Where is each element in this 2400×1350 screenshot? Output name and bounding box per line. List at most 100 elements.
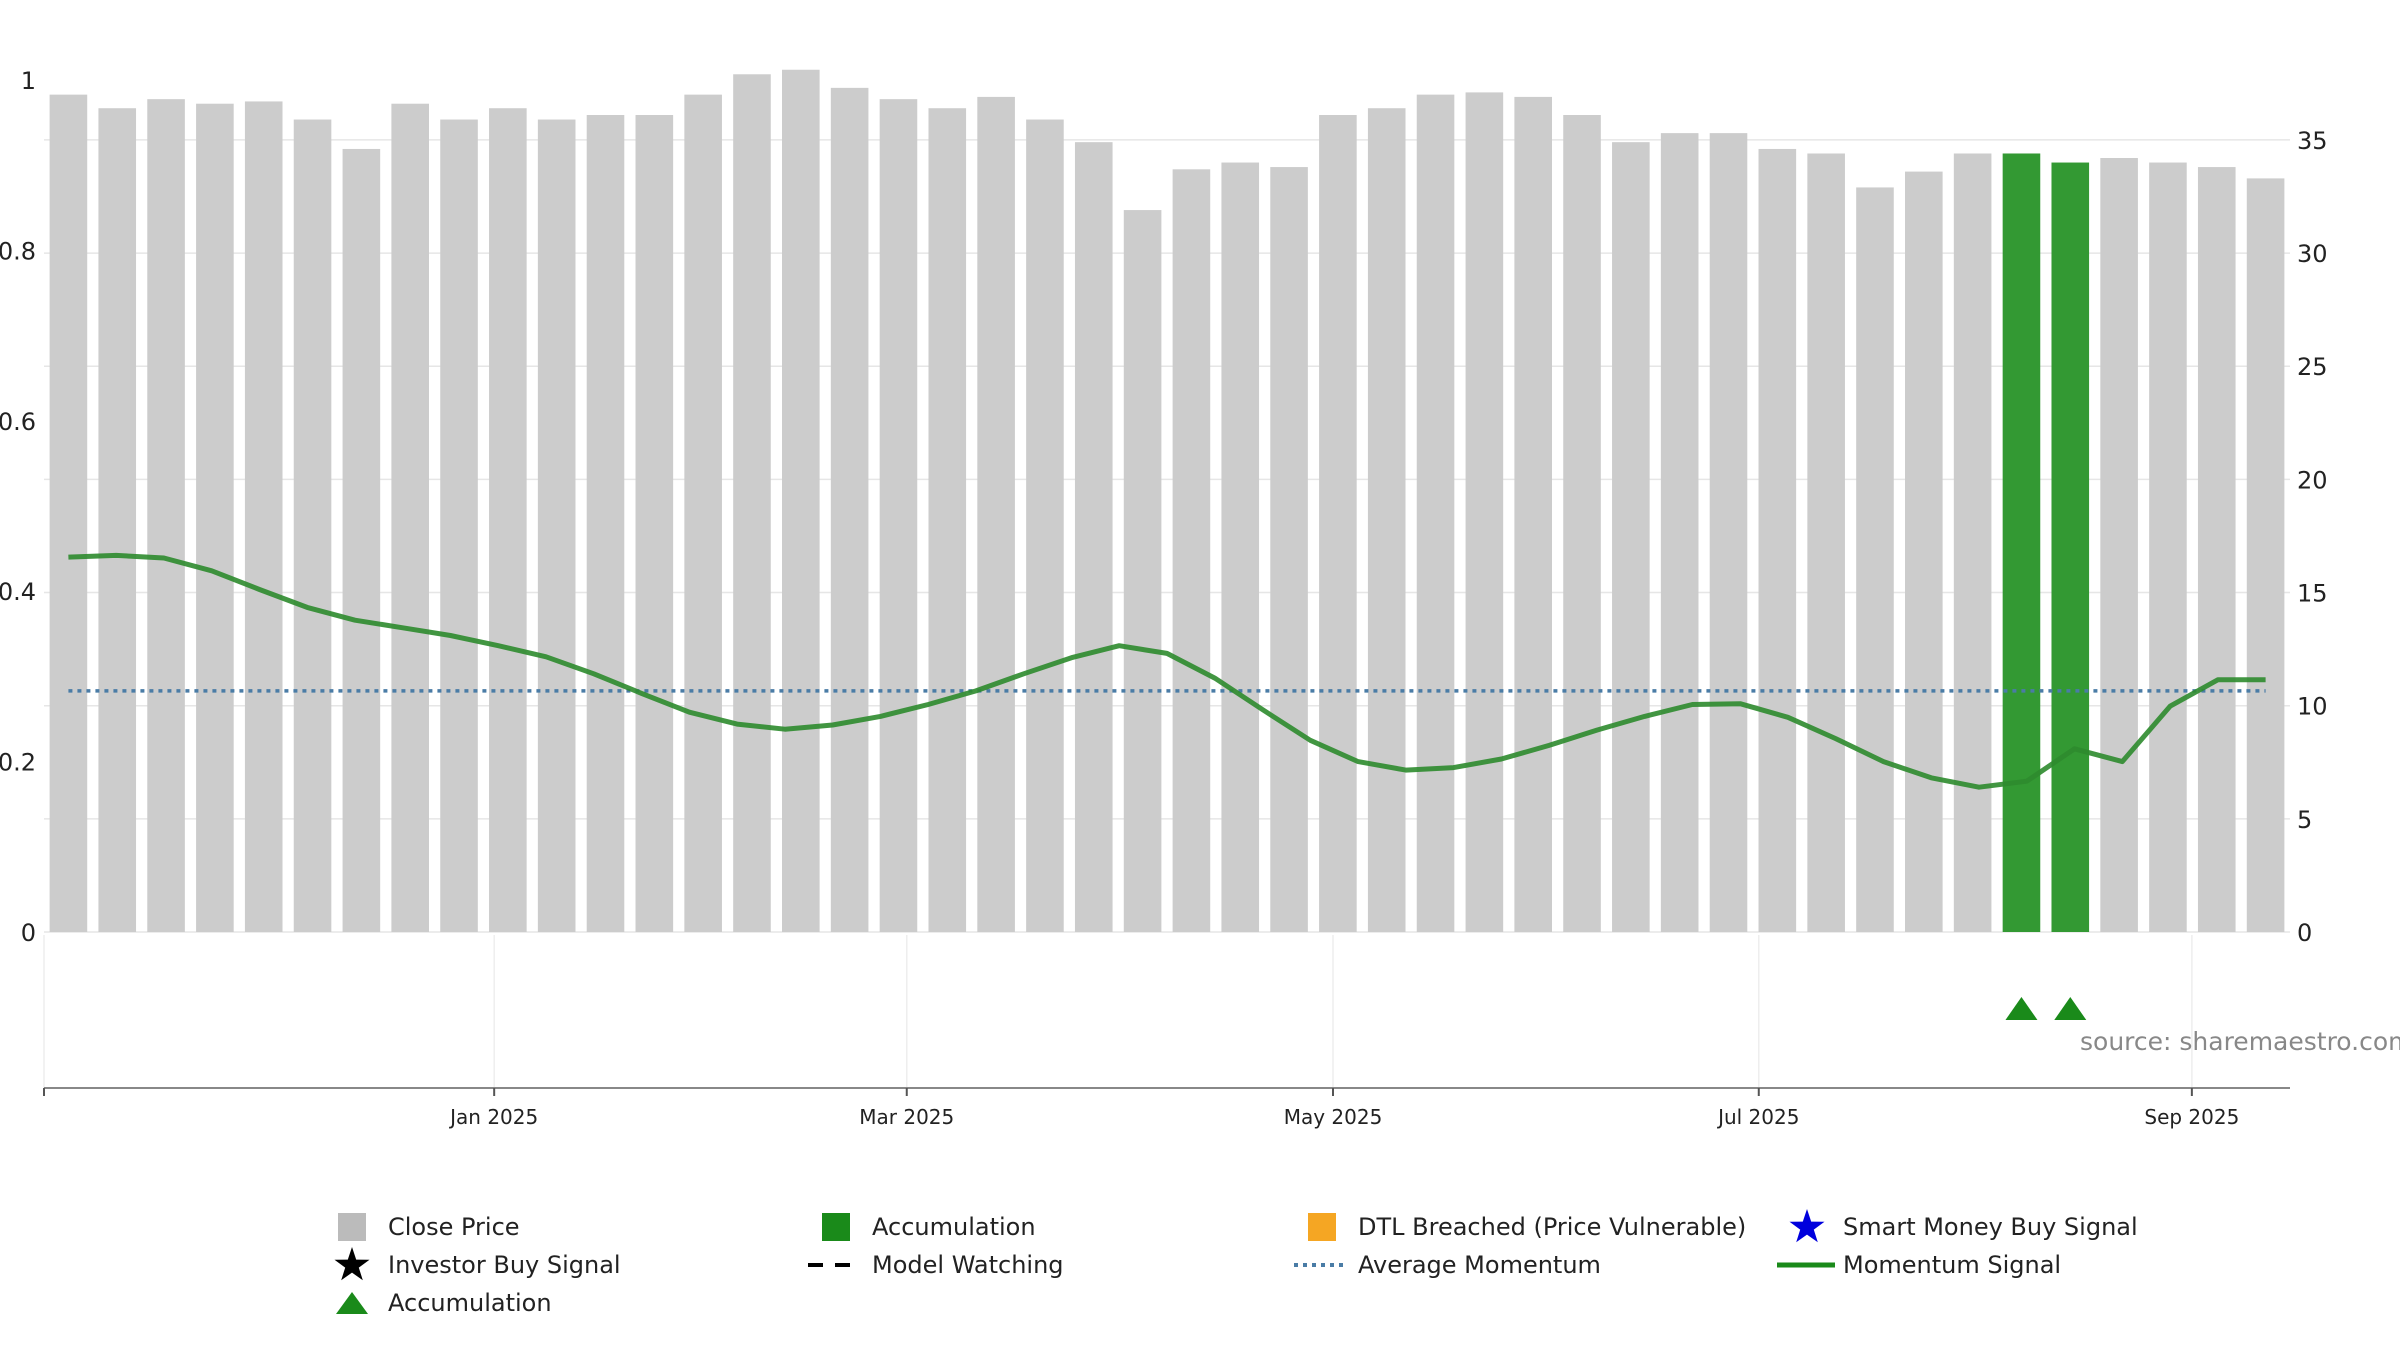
legend-green-square-icon (804, 1208, 864, 1246)
close-price-bar (293, 119, 332, 932)
momentum-layer (68, 552, 2266, 790)
close-price-bar (1221, 162, 1260, 933)
accumulation-bar (2002, 153, 2041, 933)
x-tick-label: Mar 2025 (859, 1105, 954, 1129)
close-price-bar (928, 108, 967, 932)
close-price-bar (537, 119, 576, 932)
close-price-bar (1953, 153, 1992, 933)
legend-label: Accumulation (388, 1289, 552, 1317)
close-price-bar (147, 99, 185, 933)
close-price-bar (1807, 153, 1845, 933)
close-price-bar (1319, 115, 1357, 933)
close-price-bar (196, 103, 234, 933)
right-tick-label: 25 (2297, 353, 2328, 381)
close-price-bar (2197, 167, 2236, 933)
legend-orange-square-icon (1290, 1208, 1350, 1246)
legend-row-3: Accumulation (320, 1284, 2220, 1322)
close-price-bar (1416, 94, 1455, 933)
legend-blue-star-icon (1775, 1208, 1835, 1246)
left-tick-label: 0.8 (0, 237, 36, 265)
close-price-bar (830, 87, 869, 933)
legend-label: Close Price (388, 1213, 520, 1241)
legend-black-star-icon (320, 1246, 380, 1284)
close-price-bar (1758, 148, 1797, 933)
close-price-bar (391, 103, 429, 933)
legend-green-triangle-icon (320, 1284, 380, 1322)
close-price-bar (977, 96, 1015, 933)
left-tick-label: 0.6 (0, 408, 36, 436)
x-tick-label: Sep 2025 (2144, 1105, 2239, 1129)
close-price-bar (1856, 187, 1894, 932)
close-price-bar (342, 148, 381, 933)
left-tick-label: 0.4 (0, 578, 36, 606)
right-tick-label: 5 (2297, 806, 2312, 834)
close-price-bar (1367, 108, 1406, 932)
legend-label: Momentum Signal (1843, 1251, 2062, 1279)
legend-label: Investor Buy Signal (388, 1251, 621, 1279)
legend-label: Accumulation (872, 1213, 1036, 1241)
accumulation-markers (2005, 997, 2087, 1020)
close-price-bar (244, 101, 283, 933)
legend-momentum-signal: Momentum Signal (1775, 1246, 2061, 1284)
close-price-bar (879, 99, 918, 933)
close-price-bar (1660, 133, 1699, 932)
legend-label: DTL Breached (Price Vulnerable) (1358, 1213, 1747, 1241)
close-price-bar (1905, 171, 1943, 933)
legend-solid-line-icon (1775, 1246, 1835, 1284)
close-price-bar (1026, 119, 1064, 932)
legend-dashed-line-icon (804, 1246, 864, 1284)
left-tick-label: 0 (21, 919, 36, 947)
close-price-bar (49, 94, 88, 933)
close-price-bar (1465, 92, 1504, 933)
left-tick-label: 1 (21, 67, 36, 95)
accumulation-marker-icon (2054, 997, 2087, 1020)
legend-dtl-breached: DTL Breached (Price Vulnerable) (1290, 1208, 1746, 1246)
close-price-bar (635, 115, 674, 933)
close-price-bar (489, 108, 527, 932)
close-price-bar (1612, 142, 1650, 932)
close-price-bar (1074, 142, 1113, 932)
axes: Jan 2025 Mar 2025 May 2025 Jul 2025 Sep 2025… (0, 67, 2328, 1129)
x-tick-label: May 2025 (1284, 1105, 1383, 1129)
close-price-bar (782, 69, 820, 932)
legend-dotted-line-icon (1290, 1246, 1350, 1284)
legend-row-2: Investor Buy Signal Model Watching Avera… (320, 1246, 2220, 1284)
legend-model-watching: Model Watching (804, 1246, 1064, 1284)
legend: Close Price Accumulation DTL Breached (P… (320, 1208, 2220, 1322)
close-price-bar (98, 108, 137, 932)
right-tick-label: 35 (2297, 127, 2328, 155)
price-bars (49, 69, 2285, 933)
legend-accumulation-marker: Accumulation (320, 1284, 552, 1322)
right-tick-label: 0 (2297, 919, 2312, 947)
close-price-bar (1123, 210, 1162, 933)
close-price-bar (2149, 162, 2187, 933)
legend-smart-money: Smart Money Buy Signal (1775, 1208, 2138, 1246)
close-price-bar (1270, 167, 1308, 933)
gridlines (43, 139, 2290, 1088)
legend-label: Model Watching (872, 1251, 1064, 1279)
momentum-signal-line (68, 552, 2266, 790)
close-price-bar (586, 115, 625, 933)
right-tick-label: 30 (2297, 240, 2328, 268)
chart: Jan 2025 Mar 2025 May 2025 Jul 2025 Sep 2025… (0, 67, 2400, 1129)
legend-average-momentum: Average Momentum (1290, 1246, 1601, 1284)
left-tick-label: 0.2 (0, 749, 36, 777)
close-price-bar (1709, 133, 1748, 932)
accumulation-bar (2051, 162, 2090, 933)
close-price-bar (1172, 169, 1211, 932)
x-tick-label: Jan 2025 (448, 1105, 538, 1129)
close-price-bar (2246, 178, 2285, 932)
right-tick-label: 10 (2297, 693, 2328, 721)
close-price-bar (1563, 115, 1601, 933)
close-price-bar (733, 74, 771, 932)
accumulation-marker-icon (2005, 997, 2038, 1020)
close-price-bar (684, 94, 722, 933)
close-price-bar (440, 119, 478, 932)
close-price-bar (2100, 158, 2138, 933)
legend-row-1: Close Price Accumulation DTL Breached (P… (320, 1208, 2220, 1246)
legend-gray-square-icon (320, 1208, 380, 1246)
legend-label: Smart Money Buy Signal (1843, 1213, 2138, 1241)
source-annotation: source: sharemaestro.com (2080, 1027, 2400, 1056)
close-price-bar (1514, 96, 1552, 933)
right-tick-label: 20 (2297, 466, 2328, 494)
